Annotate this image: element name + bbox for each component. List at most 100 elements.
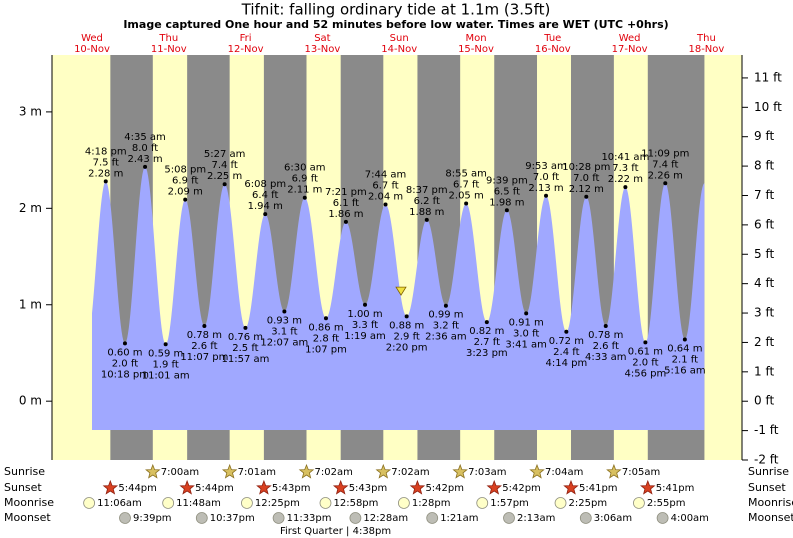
row-label: Moonrise (748, 496, 793, 509)
star-icon (375, 463, 392, 479)
height-m-label: 0.61 m (628, 346, 663, 357)
sunset-time: 5:42pm (502, 483, 541, 494)
time-label: 3:23 pm (466, 348, 508, 359)
height-ft-label: 8.0 ft (132, 143, 158, 154)
tide-extreme (424, 217, 429, 222)
time-label: 8:55 am (445, 169, 487, 180)
height-ft-label: 2.5 ft (232, 343, 258, 354)
time-label: 6:30 am (284, 163, 326, 174)
tide-extreme (183, 197, 188, 202)
time-label: 5:27 am (204, 149, 246, 160)
tide-extreme (202, 323, 207, 328)
star-icon (256, 479, 272, 495)
time-label: 7:21 pm (325, 187, 367, 198)
time-label: 9:39 pm (486, 175, 528, 186)
time-label: 4:33 am (585, 352, 627, 363)
height-m-label: 0.76 m (228, 332, 263, 343)
height-ft-label: 2.9 ft (393, 331, 419, 342)
time-label: 4:18 pm (85, 146, 127, 157)
sunrise-time: 7:05am (622, 467, 660, 478)
y-tick-label: 3 m (19, 104, 42, 118)
height-m-label: 0.72 m (549, 336, 584, 347)
star-icon (529, 463, 545, 479)
tide-area (92, 166, 705, 430)
y-tick-label: 0 m (19, 394, 42, 408)
time-label: 2:20 pm (386, 342, 428, 353)
height-m-label: 2.43 m (127, 154, 162, 165)
row-label: Moonset (748, 511, 793, 524)
tide-extreme (363, 302, 368, 307)
star-icon (563, 479, 579, 495)
y2-tick-label: 0 ft (754, 394, 774, 408)
tide-extreme (504, 208, 509, 213)
height-m-label: 2.05 m (449, 191, 484, 202)
tide-extreme (464, 201, 469, 206)
tide-extreme (282, 309, 287, 314)
moonrise-time: 12:58pm (333, 498, 378, 509)
moonset-time: 4:00am (671, 513, 709, 524)
tide-extreme (143, 164, 148, 169)
date-label: 10-Nov (74, 44, 110, 55)
sunset-time: 5:43pm (272, 483, 311, 494)
moonset-time: 9:39pm (133, 513, 172, 524)
height-ft-label: 7.0 ft (573, 173, 599, 184)
height-ft-label: 6.7 ft (372, 180, 398, 191)
height-ft-label: 7.5 ft (93, 157, 119, 168)
date-label: 11-Nov (151, 44, 187, 55)
star-icon (145, 463, 161, 479)
star-icon (606, 463, 622, 479)
row-label: Moonrise (4, 496, 54, 509)
height-m-label: 0.59 m (148, 348, 183, 359)
y2-tick-label: 4 ft (754, 276, 774, 290)
y-tick-label: 1 m (19, 297, 42, 311)
row-label: Sunrise (748, 465, 789, 478)
star-icon (102, 479, 119, 495)
height-ft-label: 2.1 ft (672, 354, 698, 365)
moon-icon (162, 497, 175, 509)
height-ft-label: 7.4 ft (652, 159, 678, 170)
time-label: 11:09 pm (641, 148, 689, 159)
height-ft-label: 3.1 ft (271, 327, 297, 338)
tide-extreme (544, 193, 549, 198)
moon-icon (272, 512, 285, 524)
height-ft-label: 2.0 ft (112, 358, 138, 369)
y2-tick-label: 3 ft (754, 306, 774, 320)
height-ft-label: 1.9 ft (152, 359, 178, 370)
time-label: 6:08 pm (244, 179, 286, 190)
moonset-time: 10:37pm (210, 513, 255, 524)
height-m-label: 1.00 m (347, 309, 382, 320)
height-ft-label: 6.2 ft (414, 196, 440, 207)
time-label: 2:36 am (425, 332, 467, 343)
moon-icon (119, 512, 131, 524)
time-label: 1:07 pm (305, 344, 347, 355)
moon-icon (579, 512, 592, 524)
height-ft-label: 3.2 ft (433, 321, 459, 332)
height-m-label: 0.64 m (667, 343, 702, 354)
height-m-label: 0.78 m (588, 330, 623, 341)
time-label: 11:07 pm (180, 352, 228, 363)
day-label: Tue (543, 33, 561, 44)
height-m-label: 2.13 m (528, 183, 563, 194)
moonrise-time: 11:48am (176, 498, 221, 509)
row-label: Sunrise (4, 465, 45, 478)
height-ft-label: 2.4 ft (553, 347, 579, 358)
height-m-label: 1.86 m (328, 209, 363, 220)
time-label: 10:28 pm (562, 162, 610, 173)
moonset-time: 1:21am (440, 513, 478, 524)
time-label: 4:56 pm (625, 368, 667, 379)
y2-tick-label: 5 ft (754, 247, 774, 261)
date-label: 13-Nov (304, 44, 340, 55)
tide-extreme (682, 337, 687, 342)
height-m-label: 2.12 m (569, 184, 604, 195)
height-ft-label: 6.9 ft (292, 174, 318, 185)
height-m-label: 2.26 m (648, 170, 683, 181)
moon-icon (195, 512, 208, 524)
y2-tick-label: 11 ft (754, 70, 782, 84)
tide-extreme (263, 212, 268, 217)
moonrise-time: 1:57pm (490, 498, 529, 509)
day-label: Fri (240, 33, 252, 44)
moonset-time: 11:33pm (287, 513, 332, 524)
height-ft-label: 3.0 ft (513, 328, 539, 339)
height-m-label: 1.98 m (489, 197, 524, 208)
row-label: Moonset (4, 511, 51, 524)
